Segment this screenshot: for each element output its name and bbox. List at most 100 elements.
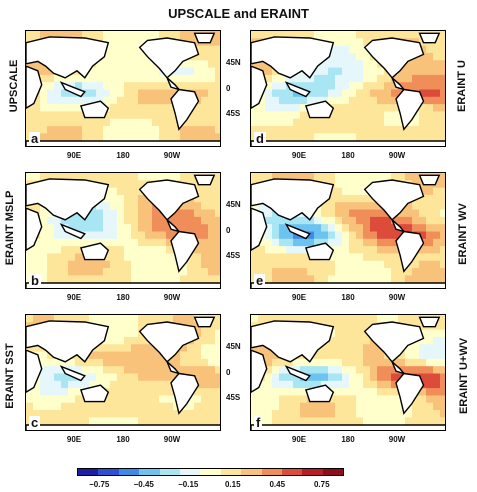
heat-cell — [265, 268, 273, 276]
heat-cell — [82, 224, 90, 233]
heat-cell — [363, 322, 371, 331]
heat-cell — [159, 231, 167, 240]
heat-cell — [265, 351, 273, 360]
heat-cell — [384, 358, 392, 367]
heat-cell — [412, 173, 420, 181]
heat-cell — [272, 224, 280, 233]
heat-cell — [61, 238, 69, 247]
heat-cell — [131, 52, 139, 61]
heat-cell — [152, 268, 160, 276]
heat-cell — [300, 260, 308, 269]
heat-cell — [180, 74, 188, 83]
heat-cell — [110, 402, 118, 411]
heat-cell — [26, 395, 34, 404]
heat-cell — [68, 74, 76, 83]
heat-cell — [349, 104, 357, 113]
heat-cell — [265, 358, 273, 367]
heat-cell — [110, 275, 118, 284]
heat-cell — [419, 67, 427, 76]
heat-cell — [61, 231, 69, 240]
heat-cell — [265, 118, 273, 127]
heat-cell — [335, 82, 343, 91]
heat-cell — [426, 104, 434, 113]
heat-cell — [370, 268, 378, 276]
heat-cell — [419, 246, 427, 255]
heat-cell — [335, 67, 343, 76]
heat-cell — [54, 417, 62, 426]
heat-cell — [258, 402, 266, 411]
heat-cell — [384, 96, 392, 105]
heat-cell — [54, 96, 62, 105]
heat-cell — [279, 89, 287, 98]
heat-cell — [110, 417, 118, 426]
heat-cell — [33, 126, 41, 134]
heat-cell — [117, 380, 125, 389]
heat-cell — [321, 133, 329, 142]
heat-cell — [187, 344, 195, 353]
heat-cell — [166, 395, 174, 404]
heat-cell — [131, 275, 139, 284]
heat-cell — [349, 417, 357, 426]
heat-cell — [384, 246, 392, 255]
heat-cell — [173, 74, 181, 83]
heat-cell — [370, 417, 378, 426]
heat-cell — [215, 209, 220, 218]
heat-cell — [398, 216, 406, 225]
heat-cell — [440, 336, 445, 345]
heat-cell — [377, 31, 385, 39]
heat-cell — [159, 388, 167, 397]
heat-cell — [363, 67, 371, 76]
heat-cell — [419, 45, 427, 54]
heat-cell — [440, 322, 445, 331]
heat-cell — [342, 336, 350, 345]
heat-cell — [272, 380, 280, 389]
heat-cell — [124, 315, 132, 323]
heat-cell — [440, 45, 445, 54]
land-outline — [193, 316, 216, 328]
heat-cell — [117, 268, 125, 276]
heat-cell — [265, 395, 273, 404]
heat-cell — [384, 253, 392, 262]
heat-cell — [440, 74, 445, 83]
heat-cell — [349, 52, 357, 61]
heat-cell — [328, 209, 336, 218]
heat-cell — [82, 238, 90, 247]
heat-cell — [335, 96, 343, 105]
colorbar-swatch — [139, 469, 160, 475]
heat-cell — [145, 74, 153, 83]
heat-cell — [194, 74, 202, 83]
heat-cell — [68, 358, 76, 367]
x-tick-label: 90E — [66, 435, 82, 444]
heat-cell — [426, 275, 434, 284]
heat-cell — [412, 202, 420, 211]
heat-cell — [293, 275, 301, 284]
heat-cell — [89, 260, 97, 269]
heat-cell — [215, 180, 220, 189]
heat-cell — [405, 275, 413, 284]
heat-cell — [279, 96, 287, 105]
heat-cell — [201, 45, 209, 54]
heat-cell — [68, 89, 76, 98]
heat-cell — [152, 82, 160, 91]
heat-cell — [152, 118, 160, 127]
heat-cell — [433, 417, 441, 426]
heat-cell — [194, 52, 202, 61]
heat-cell — [180, 268, 188, 276]
heat-cell — [321, 202, 329, 211]
heat-cell — [419, 202, 427, 211]
heat-cell — [117, 180, 125, 189]
heat-cell — [61, 268, 69, 276]
colorbar-swatch — [179, 469, 201, 475]
heat-cell — [426, 45, 434, 54]
heat-cell — [96, 344, 104, 353]
heat-cell — [349, 336, 357, 345]
heat-cell — [258, 60, 266, 69]
heat-cell — [279, 268, 287, 276]
heat-cell — [412, 209, 420, 218]
heat-cell — [265, 111, 273, 120]
heat-cell — [159, 410, 167, 418]
heat-cell — [61, 388, 69, 397]
heat-cell — [335, 111, 343, 120]
heat-cell — [152, 89, 160, 98]
heat-cell — [82, 96, 90, 105]
